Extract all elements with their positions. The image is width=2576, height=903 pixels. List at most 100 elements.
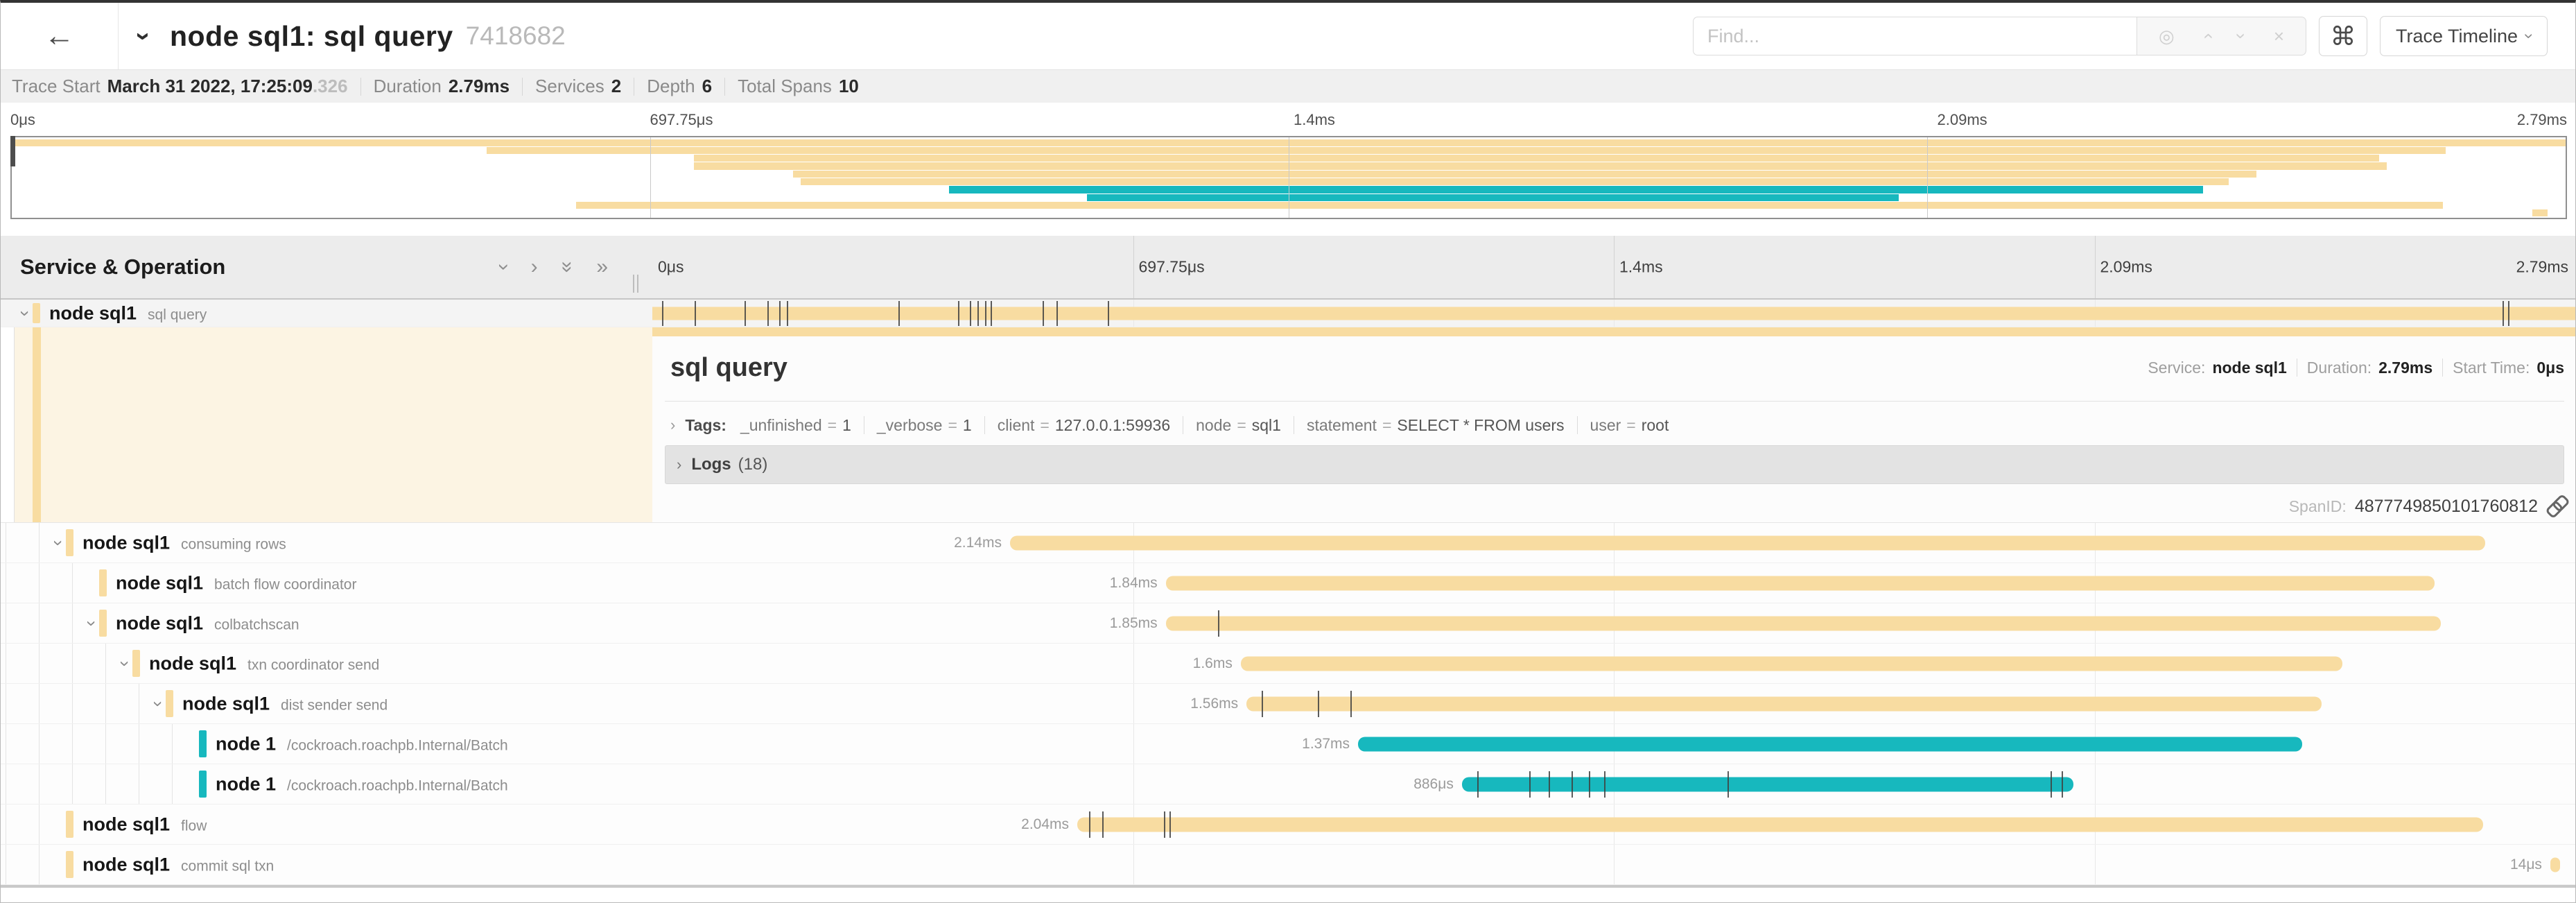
- span-bar-cell[interactable]: 2.04ms: [652, 805, 2575, 844]
- span-bar[interactable]: [1461, 777, 2073, 791]
- span-row[interactable]: › node 1/cockroach.roachpb.Internal/Batc…: [1, 724, 2575, 764]
- trace-info-items: Trace Start March 31 2022, 17:25:09.326 Du…: [12, 76, 859, 97]
- expand-all-icon[interactable]: »: [596, 255, 608, 278]
- span-row[interactable]: › node 1/cockroach.roachpb.Internal/Batc…: [1, 764, 2575, 805]
- span-bar-cell[interactable]: 886μs: [652, 764, 2575, 804]
- span-bar[interactable]: [1165, 576, 2435, 590]
- span-detail-panel: sql query Service: node sql1 Duration: 2…: [652, 327, 2575, 522]
- span-name-group: node sql1 txn coordinator send: [149, 653, 379, 674]
- tags-row[interactable]: › Tags: _unfinished = 1 _verbose = 1 client = 12…: [670, 409, 1669, 441]
- log-marker-tick: [1088, 811, 1090, 838]
- tag-key: client: [997, 415, 1035, 434]
- timeline-gridline: [1133, 644, 1134, 683]
- span-bar-cell[interactable]: 1.84ms: [652, 563, 2575, 603]
- span-row[interactable]: › node sql1 colbatchscan 1.85ms: [1, 603, 2575, 644]
- find-controls: ◎ › › ×: [2136, 17, 2306, 55]
- tag-value: 1: [842, 415, 851, 434]
- span-bar-cell[interactable]: 1.37ms: [652, 724, 2575, 764]
- info-value: 6: [702, 76, 713, 96]
- span-bar-cell[interactable]: 1.6ms: [652, 644, 2575, 683]
- log-marker-tick: [984, 300, 986, 326]
- tree-indent-guide: [39, 684, 40, 723]
- top-nav: ← › node sql1: sql query 7418682 ◎ › › ×…: [1, 3, 2575, 69]
- logs-row[interactable]: › Logs (18): [665, 445, 2564, 484]
- span-detail-left: [1, 327, 652, 522]
- span-bar[interactable]: [652, 307, 2575, 320]
- timeline-gridline: [1133, 724, 1134, 764]
- span-row-selected[interactable]: › node sql1 sql query: [1, 300, 2575, 327]
- span-row[interactable]: › node sql1 dist sender send 1.56ms: [1, 684, 2575, 724]
- duration-value: 2.79ms: [2378, 358, 2433, 377]
- minimap-span-row: [12, 201, 2566, 209]
- minimap-left-scrubber[interactable]: [10, 136, 15, 166]
- log-marker-tick: [745, 300, 747, 326]
- span-operation: txn coordinator send: [247, 657, 380, 673]
- minimap-span-row: [12, 194, 2566, 201]
- span-tree-cell[interactable]: › node 1/cockroach.roachpb.Internal/Batc…: [1, 724, 652, 764]
- panel-resize-grip[interactable]: [633, 275, 638, 293]
- span-bar-cell[interactable]: 14μs: [652, 845, 2575, 884]
- timeline-tick-label: 697.75μs: [1138, 257, 1205, 276]
- prev-match-icon[interactable]: ›: [2195, 33, 2217, 40]
- span-row[interactable]: › node sql1 consuming rows 2.14ms: [1, 523, 2575, 563]
- axis-tick-label: 2.79ms: [2516, 111, 2567, 128]
- span-tree-cell[interactable]: › node sql1 sql query: [1, 300, 652, 327]
- minimap-span-bar: [693, 155, 2380, 162]
- span-row[interactable]: › node sql1 txn coordinator send 1.6ms: [1, 644, 2575, 684]
- span-service: node 1: [216, 773, 277, 794]
- span-bar-cell[interactable]: 2.14ms: [652, 523, 2575, 562]
- clear-search-icon[interactable]: ×: [2273, 26, 2284, 46]
- span-tree-cell[interactable]: › node sql1 txn coordinator send: [1, 644, 652, 683]
- trace-minimap[interactable]: [10, 136, 2567, 219]
- span-bar-cell[interactable]: 1.85ms: [652, 603, 2575, 643]
- tags-expand-chevron-icon[interactable]: ›: [670, 416, 676, 433]
- span-color-bar: [66, 529, 73, 556]
- span-tree-cell[interactable]: › node 1/cockroach.roachpb.Internal/Batc…: [1, 764, 652, 804]
- collapse-deep-icon[interactable]: »: [555, 261, 579, 273]
- back-arrow-icon: ←: [44, 19, 75, 53]
- trace-info-item: Duration 2.79ms: [374, 76, 510, 97]
- span-service: node sql1: [82, 532, 171, 553]
- next-match-icon[interactable]: ›: [2231, 33, 2252, 40]
- view-selector-label: Trace Timeline: [2395, 25, 2518, 46]
- keyboard-shortcuts-button[interactable]: ⌘: [2319, 16, 2367, 56]
- back-button[interactable]: ←: [1, 3, 119, 69]
- tag-item: client = 127.0.0.1:59936: [998, 416, 1170, 435]
- span-bar[interactable]: [2550, 857, 2560, 872]
- detail-left-background: [14, 327, 652, 522]
- view-selector-button[interactable]: Trace Timeline ›: [2380, 16, 2548, 56]
- span-bar[interactable]: [1009, 535, 2485, 550]
- span-bar[interactable]: [1246, 696, 2322, 711]
- span-bar[interactable]: [1077, 817, 2483, 832]
- span-tree-cell[interactable]: › node sql1 consuming rows: [1, 523, 652, 562]
- span-tree-cell[interactable]: › node sql1 dist sender send: [1, 684, 652, 723]
- span-bar[interactable]: [1165, 616, 2441, 630]
- expand-one-icon[interactable]: ›: [530, 255, 538, 278]
- find-input[interactable]: [1693, 17, 2136, 55]
- span-bar-cell[interactable]: 1.56ms: [652, 684, 2575, 723]
- tree-indent-guide: [72, 724, 73, 764]
- span-bar[interactable]: [1358, 737, 2303, 751]
- collapse-all-icon[interactable]: ›: [492, 264, 516, 270]
- tree-indent-guide: [105, 724, 106, 764]
- span-bar-cell[interactable]: [652, 300, 2575, 327]
- span-tree-cell[interactable]: › node sql1 colbatchscan: [1, 603, 652, 643]
- info-separator: [522, 77, 523, 96]
- focus-match-icon[interactable]: ◎: [2158, 26, 2175, 46]
- span-operation: /cockroach.roachpb.Internal/Batch: [287, 737, 508, 753]
- deep-link-icon[interactable]: [2543, 494, 2568, 519]
- collapse-trace-chevron-icon[interactable]: ›: [129, 31, 159, 41]
- timeline-body: › node sql1 sql query sql query Service:: [1, 300, 2575, 888]
- logs-expand-chevron-icon[interactable]: ›: [677, 456, 682, 473]
- minimap-span-bar: [693, 162, 2387, 170]
- tag-key: user: [1590, 415, 1621, 434]
- timeline-tick-label: 2.79ms: [2516, 257, 2568, 276]
- tree-indent-guide: [105, 764, 106, 804]
- span-bar[interactable]: [1240, 656, 2343, 671]
